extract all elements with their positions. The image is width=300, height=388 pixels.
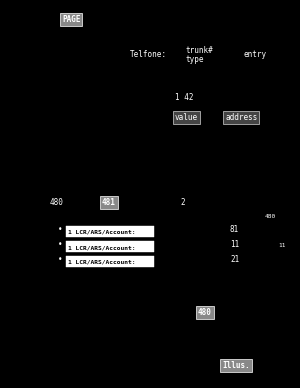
FancyBboxPatch shape bbox=[66, 226, 154, 237]
FancyBboxPatch shape bbox=[66, 241, 154, 252]
Text: trunk#: trunk# bbox=[185, 46, 213, 55]
Text: 11: 11 bbox=[278, 243, 286, 248]
Text: type: type bbox=[185, 55, 203, 64]
Text: 480: 480 bbox=[198, 308, 212, 317]
Text: 480: 480 bbox=[50, 198, 64, 207]
Text: PAGE: PAGE bbox=[62, 15, 80, 24]
Text: 2: 2 bbox=[180, 198, 184, 207]
Text: Telfone:: Telfone: bbox=[130, 50, 167, 59]
Text: value: value bbox=[175, 113, 198, 122]
Text: •: • bbox=[58, 240, 63, 249]
Text: 1 LCR/ARS/Account:: 1 LCR/ARS/Account: bbox=[68, 230, 136, 235]
Text: 11: 11 bbox=[230, 240, 239, 249]
Text: 1 LCR/ARS/Account:: 1 LCR/ARS/Account: bbox=[68, 245, 136, 250]
Text: 1 LCR/ARS/Account:: 1 LCR/ARS/Account: bbox=[68, 260, 136, 265]
Text: •: • bbox=[58, 225, 63, 234]
Text: 1 42: 1 42 bbox=[175, 93, 194, 102]
Text: address: address bbox=[225, 113, 257, 122]
Text: Illus.: Illus. bbox=[222, 361, 250, 370]
Text: 81: 81 bbox=[230, 225, 239, 234]
FancyBboxPatch shape bbox=[66, 256, 154, 267]
Text: •: • bbox=[58, 255, 63, 264]
Text: 480: 480 bbox=[265, 214, 276, 219]
Text: 481: 481 bbox=[102, 198, 116, 207]
Text: 21: 21 bbox=[230, 255, 239, 264]
Text: entry: entry bbox=[243, 50, 266, 59]
